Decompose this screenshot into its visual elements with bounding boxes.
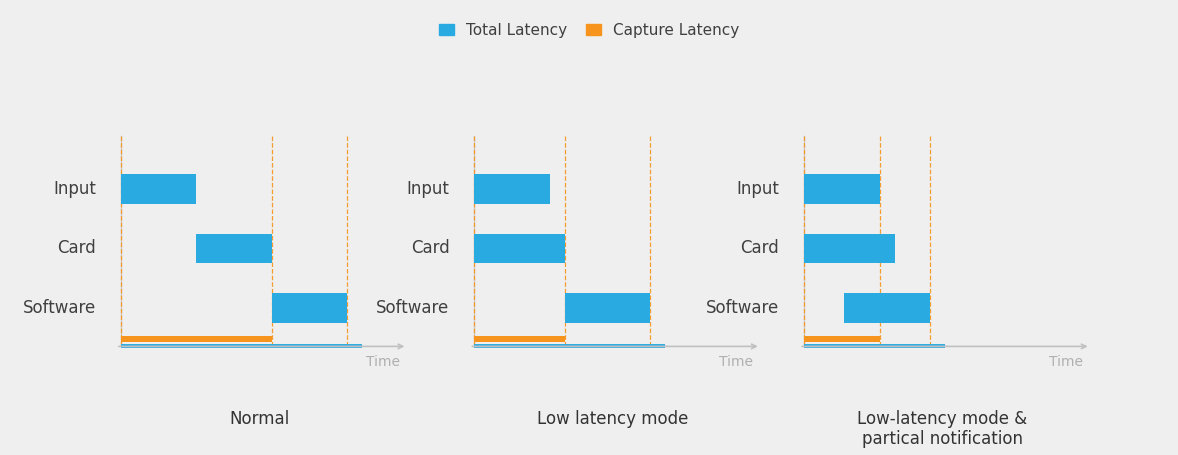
Legend: Total Latency, Capture Latency: Total Latency, Capture Latency <box>432 17 746 44</box>
Text: Software: Software <box>22 299 95 317</box>
Text: Card: Card <box>411 239 449 258</box>
Bar <box>121 336 272 342</box>
Text: Card: Card <box>741 239 779 258</box>
Bar <box>845 293 929 323</box>
Text: Card: Card <box>58 239 95 258</box>
Bar <box>475 174 550 204</box>
Bar <box>272 293 348 323</box>
Text: Input: Input <box>736 180 779 198</box>
Bar <box>121 174 197 204</box>
Text: Time: Time <box>719 355 753 369</box>
Bar <box>805 233 895 263</box>
Text: Input: Input <box>406 180 449 198</box>
Bar <box>475 233 565 263</box>
Bar <box>565 293 650 323</box>
Text: Time: Time <box>365 355 399 369</box>
Text: Normal: Normal <box>229 410 290 428</box>
Text: Low-latency mode &
partical notification: Low-latency mode & partical notification <box>858 410 1027 448</box>
Text: Software: Software <box>376 299 449 317</box>
Text: Software: Software <box>706 299 779 317</box>
Text: Low latency mode: Low latency mode <box>537 410 688 428</box>
Bar <box>805 174 880 204</box>
Bar <box>805 336 880 342</box>
Bar <box>197 233 272 263</box>
Bar <box>475 336 565 342</box>
Text: Input: Input <box>53 180 95 198</box>
Text: Time: Time <box>1048 355 1083 369</box>
